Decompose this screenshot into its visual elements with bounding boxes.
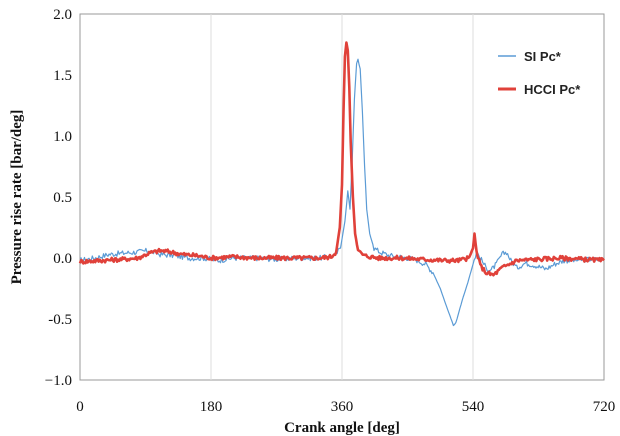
y-tick-label: 2.0 — [53, 7, 72, 23]
legend-label-hcci: HCCI Pc* — [524, 82, 581, 97]
y-tick-label: 0.0 — [53, 251, 72, 267]
series-lines — [78, 41, 605, 327]
x-axis-title: Crank angle [deg] — [284, 420, 400, 436]
legend: SI Pc* HCCI Pc* — [498, 49, 581, 97]
y-tick-label: -0.5 — [48, 312, 72, 328]
x-tick-label: 0 — [76, 399, 84, 415]
x-tick-label: 720 — [593, 399, 616, 415]
x-tick-label: 180 — [200, 399, 223, 415]
y-axis-title: Pressure rise rate [bar/deg] — [9, 110, 25, 285]
y-tick-labels: −1.0 -0.5 0.0 0.5 1.0 1.5 2.0 — [45, 7, 72, 389]
y-tick-label: 1.5 — [53, 68, 72, 84]
series-line-hcci — [78, 41, 605, 277]
x-tick-label: 360 — [331, 399, 354, 415]
y-tick-label: 0.5 — [53, 190, 72, 206]
y-tick-label: 1.0 — [53, 129, 72, 145]
legend-label-si: SI Pc* — [524, 49, 562, 64]
x-tick-label: 540 — [462, 399, 485, 415]
x-tick-labels: 0 180 360 540 720 — [76, 399, 615, 415]
y-tick-label: −1.0 — [45, 373, 72, 389]
